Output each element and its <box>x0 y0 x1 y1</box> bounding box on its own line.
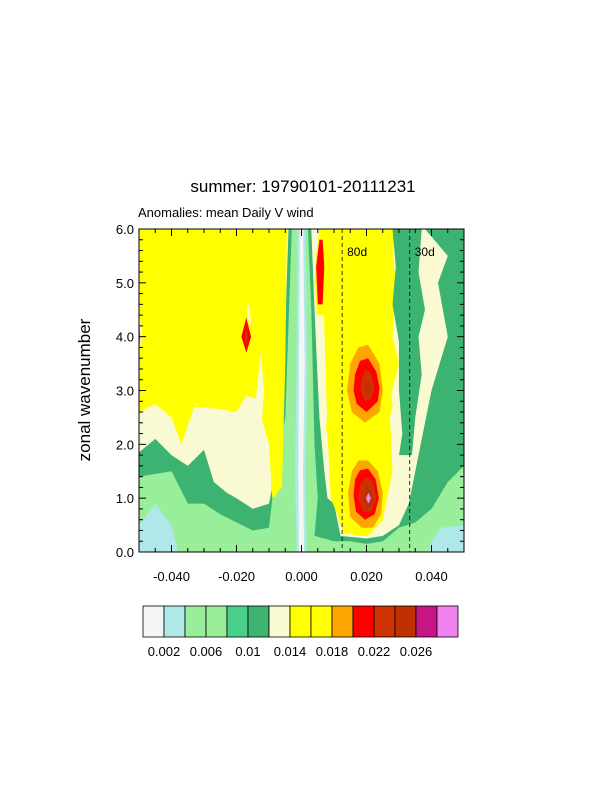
contour-region-1 <box>139 503 178 552</box>
colorbar-box-2 <box>184 605 207 638</box>
colorbar-box-11 <box>373 605 396 638</box>
colorbar-box-1 <box>163 605 186 638</box>
y-tick-label: 4.0 <box>116 330 134 345</box>
contour-region-2 <box>428 525 464 552</box>
ref-line-label-0: 80d <box>347 245 367 259</box>
contour-region-18 <box>298 229 305 552</box>
colorbar-label: 0.014 <box>274 644 307 659</box>
contour-region-15 <box>325 395 331 445</box>
contour-region-26 <box>244 328 248 345</box>
colorbar-box-6 <box>268 605 291 638</box>
y-tick-label: 6.0 <box>116 222 134 237</box>
colorbar-box-5 <box>247 605 270 638</box>
y-tick-label: 0.0 <box>116 545 134 560</box>
colorbar-label: 0.026 <box>400 644 433 659</box>
plot-area <box>139 229 464 552</box>
colorbar-label: 0.01 <box>235 644 260 659</box>
y-tick-label: 3.0 <box>116 384 134 399</box>
colorbar-box-4 <box>226 605 249 638</box>
colorbar-box-0 <box>142 605 165 638</box>
contour-region-24 <box>270 258 276 310</box>
colorbar: 0.002 0.006 0.01 0.014 0.018 0.022 0.026 <box>142 605 459 659</box>
colorbar-label: 0.002 <box>148 644 181 659</box>
contour-region-38 <box>365 492 371 504</box>
contour-region-20 <box>392 229 425 456</box>
colorbar-box-14 <box>436 605 459 638</box>
x-tick-label: 0.040 <box>415 569 448 584</box>
x-tick-label: 0.000 <box>285 569 318 584</box>
colorbar-box-3 <box>205 605 228 638</box>
colorbar-box-9 <box>331 605 354 638</box>
contour-region-16 <box>270 449 279 499</box>
reference-lines: 80d 30d <box>341 229 435 552</box>
contour-region-11 <box>171 229 221 251</box>
x-tick-label: 0.020 <box>350 569 383 584</box>
y-tick-label: 5.0 <box>116 276 134 291</box>
contour-region-19 <box>256 352 265 434</box>
colorbar-label: 0.006 <box>190 644 223 659</box>
colorbar-box-8 <box>310 605 333 638</box>
chart-title: summer: 19790101-20111231 <box>190 177 415 196</box>
y-tick-label: 2.0 <box>116 437 134 452</box>
x-axis: -0.040 -0.020 0.000 0.020 0.040 <box>138 229 465 584</box>
contour-region-33 <box>364 380 372 395</box>
y-axis-label: zonal wavenumber <box>75 318 94 461</box>
contour-region-29 <box>317 261 323 305</box>
x-tick-label: -0.020 <box>218 569 255 584</box>
colorbar-box-13 <box>415 605 438 638</box>
colorbar-box-12 <box>394 605 417 638</box>
colorbar-box-7 <box>289 605 312 638</box>
x-tick-label: -0.040 <box>153 569 190 584</box>
colorbar-label: 0.018 <box>316 644 349 659</box>
y-axis: 0.0 1.0 2.0 3.0 4.0 5.0 6.0 <box>116 222 464 560</box>
colorbar-box-10 <box>352 605 375 638</box>
y-tick-label: 1.0 <box>116 491 134 506</box>
colorbar-label: 0.022 <box>358 644 391 659</box>
chart-subtitle: Anomalies: mean Daily V wind <box>138 205 314 220</box>
ref-line-label-1: 30d <box>415 245 435 259</box>
